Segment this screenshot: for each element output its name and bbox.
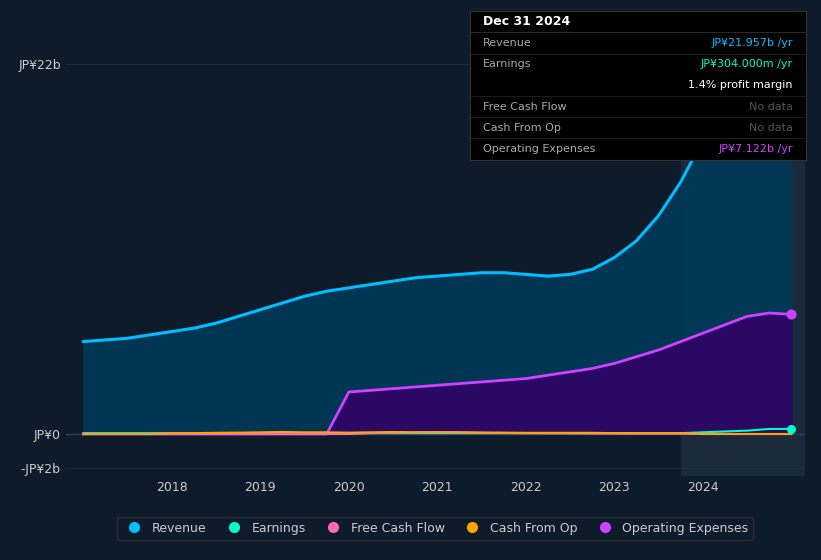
Text: JP¥7.122b /yr: JP¥7.122b /yr (718, 144, 793, 154)
Point (785, 310, 798, 319)
Point (785, 60, 798, 69)
Text: Dec 31 2024: Dec 31 2024 (483, 15, 571, 29)
Text: Earnings: Earnings (483, 59, 531, 69)
Text: 1.4% profit margin: 1.4% profit margin (688, 81, 793, 90)
Text: No data: No data (749, 123, 793, 133)
Text: No data: No data (749, 101, 793, 111)
Text: Revenue: Revenue (483, 38, 532, 48)
Text: Operating Expenses: Operating Expenses (483, 144, 595, 154)
Text: Free Cash Flow: Free Cash Flow (483, 101, 566, 111)
Text: JP¥21.957b /yr: JP¥21.957b /yr (711, 38, 793, 48)
Bar (681, 39, 805, 476)
Legend: Revenue, Earnings, Free Cash Flow, Cash From Op, Operating Expenses: Revenue, Earnings, Free Cash Flow, Cash … (117, 517, 754, 540)
Text: Cash From Op: Cash From Op (483, 123, 561, 133)
Text: JP¥304.000m /yr: JP¥304.000m /yr (700, 59, 793, 69)
Point (785, 424, 798, 433)
